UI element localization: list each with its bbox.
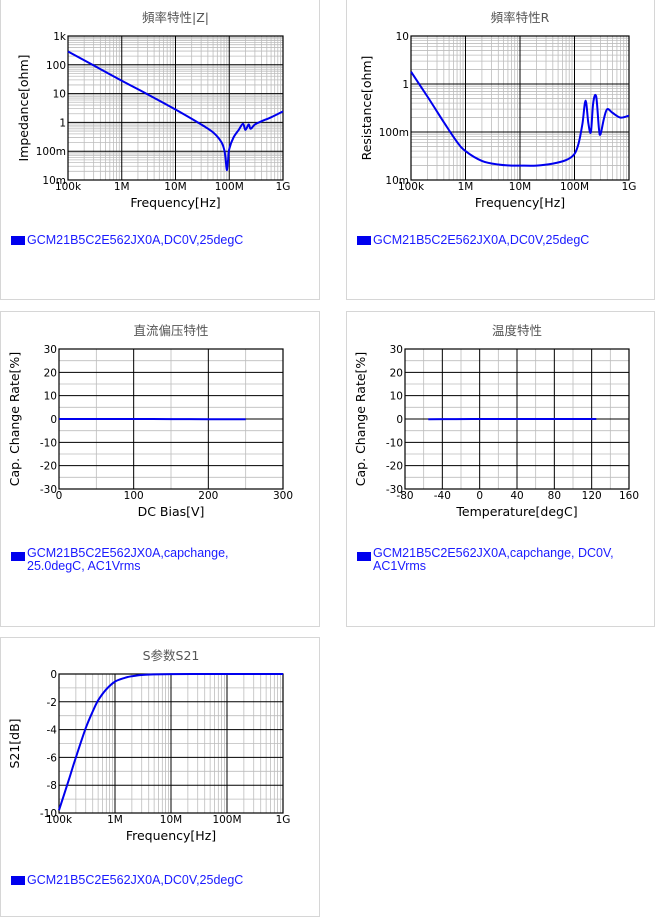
y-tick-label: -30 xyxy=(40,484,57,496)
chart-title: 直流偏压特性 xyxy=(133,323,208,338)
legend-entry: GCM21B5C2E562JX0A,capchange, xyxy=(27,546,229,560)
y-tick-label: -4 xyxy=(47,725,58,737)
dc-bias-legend: GCM21B5C2E562JX0A,capchange,25.0degC, AC… xyxy=(11,547,229,573)
x-tick-label: 10M xyxy=(160,814,182,826)
legend-swatch xyxy=(11,876,25,885)
y-tick-label: 30 xyxy=(390,344,403,356)
y-tick-label: 100m xyxy=(36,146,66,158)
x-tick-label: 120 xyxy=(582,490,602,502)
y-tick-label: 0 xyxy=(396,414,403,426)
x-tick-label: 1M xyxy=(458,181,474,193)
y-tick-label: 20 xyxy=(44,367,57,379)
y-axis-label: Impedance[ohm] xyxy=(16,54,31,161)
temperature-legend: GCM21B5C2E562JX0A,capchange, DC0V,AC1Vrm… xyxy=(357,547,614,573)
y-tick-label: -6 xyxy=(47,752,58,764)
s21-legend: GCM21B5C2E562JX0A,DC0V,25degC xyxy=(11,874,243,887)
x-tick-label: 100M xyxy=(560,181,589,193)
resistance-legend: GCM21B5C2E562JX0A,DC0V,25degC xyxy=(357,234,589,247)
y-tick-label: 10 xyxy=(53,89,66,101)
chart-title: S参数S21 xyxy=(143,648,200,663)
x-axis-label: Frequency[Hz] xyxy=(475,195,565,210)
y-tick-label: 20 xyxy=(390,367,403,379)
x-axis-label: Frequency[Hz] xyxy=(130,195,220,210)
legend-swatch xyxy=(11,236,25,245)
legend-entry: GCM21B5C2E562JX0A,capchange, DC0V, xyxy=(373,546,614,560)
y-tick-label: 0 xyxy=(50,669,57,681)
y-tick-label: 10m xyxy=(385,175,409,187)
chart-title: 頻率特性|Z| xyxy=(142,10,209,25)
y-tick-label: -10 xyxy=(386,437,403,449)
y-tick-label: -8 xyxy=(47,780,57,792)
legend-swatch xyxy=(357,552,371,561)
x-tick-label: 100M xyxy=(215,181,244,193)
chart-title: 頻率特性R xyxy=(491,10,550,25)
y-tick-label: 10 xyxy=(390,391,403,403)
chart-title: 温度特性 xyxy=(492,323,542,338)
x-tick-label: 1M xyxy=(114,181,130,193)
x-axis-label: DC Bias[V] xyxy=(138,504,205,519)
y-axis-label: Cap. Change Rate[%] xyxy=(353,352,368,486)
x-tick-label: 0 xyxy=(476,490,483,502)
y-tick-label: -20 xyxy=(40,461,57,473)
x-tick-label: 200 xyxy=(198,490,218,502)
legend-entry-continued: AC1Vrms xyxy=(373,559,426,573)
x-axis-label: Temperature[degC] xyxy=(455,504,577,519)
y-axis-label: S21[dB] xyxy=(7,718,22,768)
x-tick-label: 300 xyxy=(273,490,293,502)
legend-swatch xyxy=(11,552,25,561)
y-axis-label: Cap. Change Rate[%] xyxy=(7,352,22,486)
x-tick-label: -40 xyxy=(434,490,451,502)
y-axis-label: Resistance[ohm] xyxy=(359,56,374,161)
x-tick-label: 80 xyxy=(548,490,561,502)
y-tick-label: 30 xyxy=(44,344,57,356)
y-tick-label: 1 xyxy=(59,117,66,129)
y-tick-label: 10 xyxy=(396,31,409,43)
x-tick-label: 1G xyxy=(622,181,637,193)
x-tick-label: 160 xyxy=(619,490,639,502)
y-tick-label: -20 xyxy=(386,461,403,473)
x-tick-label: 100M xyxy=(212,814,241,826)
legend-entry-continued: 25.0degC, AC1Vrms xyxy=(27,559,140,573)
y-tick-label: -10 xyxy=(40,808,57,820)
y-tick-label: 10 xyxy=(44,391,57,403)
x-tick-label: 40 xyxy=(510,490,523,502)
legend-entry: GCM21B5C2E562JX0A,DC0V,25degC xyxy=(373,234,589,247)
y-tick-label: -2 xyxy=(47,697,57,709)
x-tick-label: 1M xyxy=(107,814,123,826)
legend-swatch xyxy=(357,236,371,245)
y-tick-label: 0 xyxy=(50,414,57,426)
x-tick-label: 1G xyxy=(276,181,291,193)
x-tick-label: 10M xyxy=(509,181,531,193)
x-axis-label: Frequency[Hz] xyxy=(126,828,216,843)
impedance-legend: GCM21B5C2E562JX0A,DC0V,25degC xyxy=(11,234,243,247)
x-tick-label: 10M xyxy=(164,181,186,193)
y-tick-label: -10 xyxy=(40,437,57,449)
y-tick-label: 1k xyxy=(53,31,67,43)
y-tick-label: 100m xyxy=(379,127,409,139)
x-tick-label: 1G xyxy=(276,814,291,826)
y-tick-label: 100 xyxy=(46,60,66,72)
y-tick-label: 1 xyxy=(402,79,409,91)
x-tick-label: 100 xyxy=(124,490,144,502)
y-tick-label: -30 xyxy=(386,484,403,496)
legend-entry: GCM21B5C2E562JX0A,DC0V,25degC xyxy=(27,234,243,247)
y-tick-label: 10m xyxy=(42,175,66,187)
legend-entry: GCM21B5C2E562JX0A,DC0V,25degC xyxy=(27,874,243,887)
